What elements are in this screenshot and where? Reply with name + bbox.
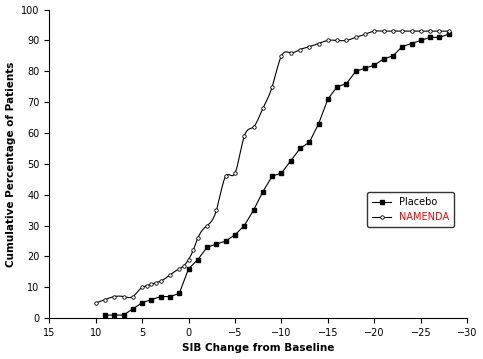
NAMENDA xyxy=(242,134,247,138)
Placebo xyxy=(121,313,127,317)
Placebo xyxy=(409,41,414,46)
NAMENDA xyxy=(251,125,256,129)
X-axis label: SIB Change from Baseline: SIB Change from Baseline xyxy=(182,344,334,354)
Y-axis label: Cumulative Percentage of Patients: Cumulative Percentage of Patients xyxy=(6,61,15,266)
NAMENDA xyxy=(232,171,238,175)
NAMENDA xyxy=(427,29,433,33)
NAMENDA xyxy=(399,29,405,33)
NAMENDA xyxy=(418,29,424,33)
NAMENDA xyxy=(153,280,159,285)
Placebo xyxy=(204,245,210,250)
Placebo xyxy=(269,174,275,178)
NAMENDA xyxy=(195,236,201,240)
Placebo xyxy=(232,233,238,237)
NAMENDA xyxy=(112,294,117,299)
Legend: Placebo, NAMENDA: Placebo, NAMENDA xyxy=(367,192,454,227)
Placebo xyxy=(167,294,173,299)
NAMENDA xyxy=(190,248,196,252)
Placebo xyxy=(112,313,117,317)
Placebo xyxy=(213,242,219,246)
NAMENDA xyxy=(148,282,154,286)
NAMENDA xyxy=(381,29,386,33)
Placebo xyxy=(148,298,154,302)
NAMENDA xyxy=(390,29,396,33)
NAMENDA xyxy=(139,285,145,289)
NAMENDA xyxy=(353,35,359,39)
Placebo xyxy=(381,57,386,61)
NAMENDA xyxy=(343,38,349,43)
Line: Placebo: Placebo xyxy=(102,32,451,317)
NAMENDA xyxy=(316,41,322,46)
NAMENDA xyxy=(213,208,219,212)
Placebo xyxy=(371,63,377,67)
NAMENDA xyxy=(306,45,312,49)
NAMENDA xyxy=(130,294,136,299)
Placebo xyxy=(437,35,442,39)
NAMENDA xyxy=(362,32,368,36)
Placebo xyxy=(343,81,349,86)
NAMENDA xyxy=(334,38,340,43)
Placebo xyxy=(185,267,191,271)
Placebo xyxy=(399,45,405,49)
Placebo xyxy=(446,32,452,36)
Placebo xyxy=(288,159,294,163)
NAMENDA xyxy=(223,174,228,178)
Placebo xyxy=(139,300,145,305)
Placebo xyxy=(130,307,136,311)
NAMENDA xyxy=(102,298,108,302)
NAMENDA xyxy=(260,106,266,111)
NAMENDA xyxy=(269,85,275,89)
NAMENDA xyxy=(325,38,331,43)
NAMENDA xyxy=(446,29,452,33)
NAMENDA xyxy=(121,294,127,299)
NAMENDA xyxy=(176,267,182,271)
Placebo xyxy=(427,35,433,39)
NAMENDA xyxy=(158,279,164,283)
Placebo xyxy=(297,146,303,150)
Placebo xyxy=(176,291,182,295)
Placebo xyxy=(353,69,359,74)
NAMENDA xyxy=(409,29,414,33)
NAMENDA xyxy=(167,273,173,277)
NAMENDA xyxy=(93,300,99,305)
Placebo xyxy=(223,239,228,243)
Placebo xyxy=(242,223,247,228)
Placebo xyxy=(418,38,424,43)
Placebo xyxy=(279,171,284,175)
NAMENDA xyxy=(185,257,191,262)
NAMENDA xyxy=(297,47,303,52)
Line: NAMENDA: NAMENDA xyxy=(94,29,451,304)
Placebo xyxy=(316,122,322,126)
Placebo xyxy=(260,190,266,194)
Placebo xyxy=(158,294,164,299)
Placebo xyxy=(195,257,201,262)
NAMENDA xyxy=(144,284,150,288)
NAMENDA xyxy=(437,29,442,33)
Placebo xyxy=(390,54,396,58)
Placebo xyxy=(306,140,312,144)
NAMENDA xyxy=(279,54,284,58)
Placebo xyxy=(362,66,368,70)
NAMENDA xyxy=(204,223,210,228)
NAMENDA xyxy=(181,264,187,268)
NAMENDA xyxy=(371,29,377,33)
Placebo xyxy=(325,97,331,101)
Placebo xyxy=(102,313,108,317)
Placebo xyxy=(251,208,256,212)
Placebo xyxy=(334,85,340,89)
NAMENDA xyxy=(288,51,294,55)
